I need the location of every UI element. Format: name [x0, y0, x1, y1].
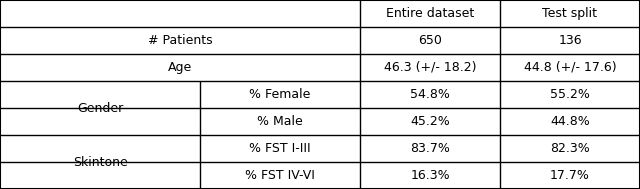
Text: 46.3 (+/- 18.2): 46.3 (+/- 18.2)	[384, 61, 476, 74]
Text: % Female: % Female	[250, 88, 310, 101]
Text: 82.3%: 82.3%	[550, 142, 590, 155]
Text: % FST IV-VI: % FST IV-VI	[245, 169, 315, 182]
Text: 16.3%: 16.3%	[410, 169, 450, 182]
Text: Skintone: Skintone	[72, 156, 127, 169]
Text: Age: Age	[168, 61, 192, 74]
Text: 136: 136	[558, 34, 582, 47]
Text: 55.2%: 55.2%	[550, 88, 590, 101]
Text: 44.8%: 44.8%	[550, 115, 590, 128]
Text: # Patients: # Patients	[148, 34, 212, 47]
Text: % Male: % Male	[257, 115, 303, 128]
Text: 650: 650	[418, 34, 442, 47]
Text: % FST I-III: % FST I-III	[249, 142, 311, 155]
Text: Entire dataset: Entire dataset	[386, 7, 474, 20]
Text: Gender: Gender	[77, 101, 123, 115]
Text: 45.2%: 45.2%	[410, 115, 450, 128]
Text: 17.7%: 17.7%	[550, 169, 590, 182]
Text: 54.8%: 54.8%	[410, 88, 450, 101]
Text: 83.7%: 83.7%	[410, 142, 450, 155]
Text: Test split: Test split	[543, 7, 598, 20]
Text: 44.8 (+/- 17.6): 44.8 (+/- 17.6)	[524, 61, 616, 74]
